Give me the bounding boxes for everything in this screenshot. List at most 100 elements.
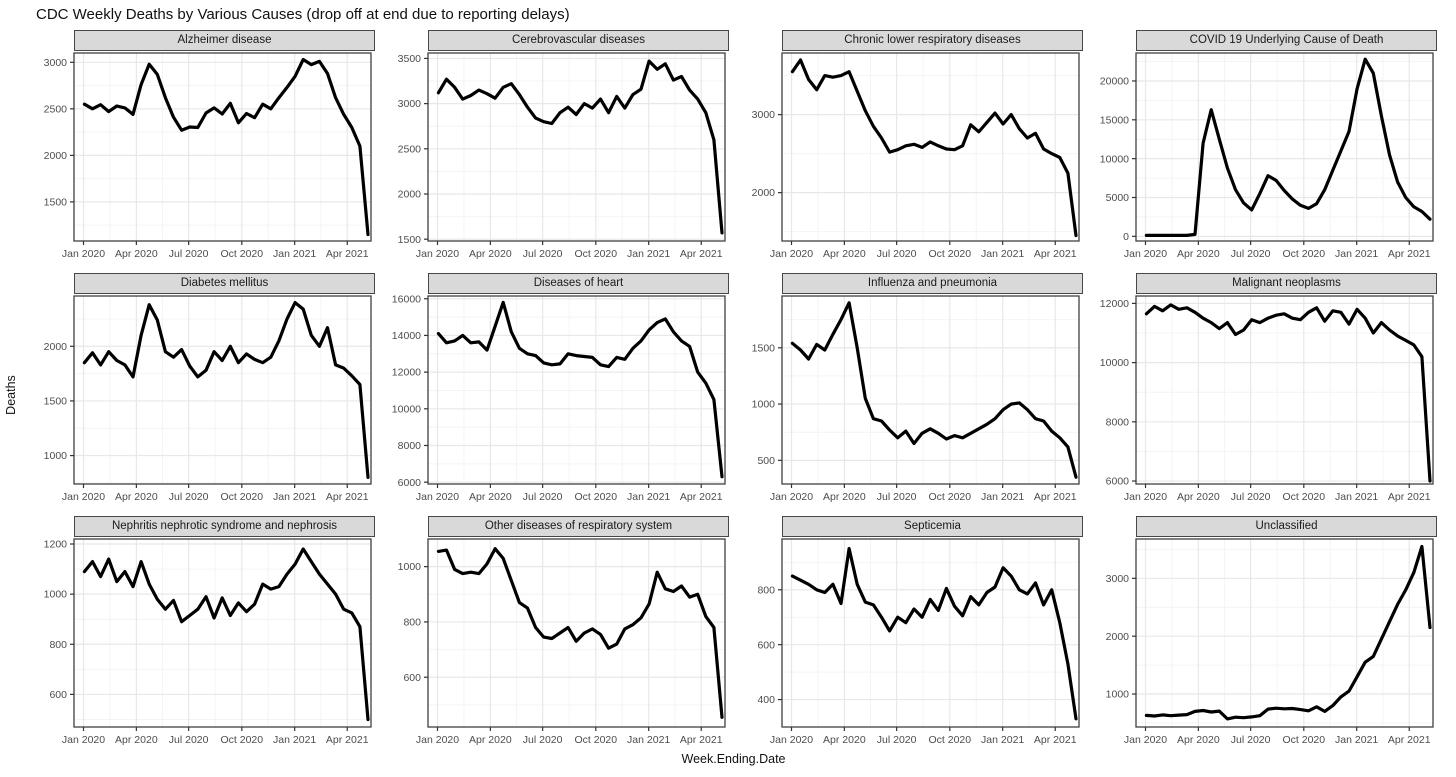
x-tick-label: Oct 2020 <box>928 491 971 503</box>
y-tick-label: 1000 <box>752 399 776 411</box>
x-tick-label: Oct 2020 <box>574 734 617 746</box>
x-tick-label: Apr 2021 <box>1388 491 1431 503</box>
facet-panel: 1000 2000 3000 Jan 2020 Apr 2020 Jul 2020 Oct … <box>1106 538 1434 746</box>
facet-panel: 600 800 1000 Jan 2020 Apr 2020 Jul 2020 Oct 20… <box>398 538 726 746</box>
x-tick-label: Jan 2020 <box>770 491 813 503</box>
x-tick-label: Oct 2020 <box>928 248 971 260</box>
x-tick-label: Apr 2020 <box>823 248 866 260</box>
deaths-series-line <box>82 547 370 722</box>
x-tick-label: Jul 2020 <box>877 734 917 746</box>
facet-strip-title: COVID 19 Underlying Cause of Death <box>1136 30 1437 51</box>
y-tick-label: 10000 <box>392 403 421 415</box>
chart-title: CDC Weekly Deaths by Various Causes (dro… <box>36 6 570 23</box>
facet-panel: 0 5000 10000 15000 20000 Jan 2020 Apr 2020 Jul … <box>1100 52 1434 260</box>
facet-panel: 400 600 800 Jan 2020 Apr 2020 Jul 2020 Oct 202… <box>757 538 1080 746</box>
y-tick-label: 14000 <box>392 330 421 342</box>
deaths-series-line <box>1144 57 1432 237</box>
facet-panel: 1500 2000 2500 3000 Jan 2020 Apr 2020 Jul 2020… <box>44 52 372 260</box>
facet-diabetes-mellitus: Diabetes mellitus 1000 1500 2000 Jan 2020 Apr… <box>30 273 375 510</box>
facet-strip-title: Unclassified <box>1136 516 1437 537</box>
y-tick-label: 2000 <box>398 189 422 201</box>
x-tick-label: Apr 2021 <box>1034 248 1077 260</box>
deaths-series-line <box>790 58 1078 238</box>
x-tick-label: Apr 2021 <box>680 734 723 746</box>
x-tick-label: Apr 2020 <box>469 734 512 746</box>
y-tick-label: 2000 <box>44 150 68 162</box>
x-tick-label: Oct 2020 <box>574 248 617 260</box>
y-tick-label: 3000 <box>398 98 422 110</box>
x-axis-label: Week.Ending.Date <box>681 752 786 766</box>
y-tick-label: 1000 <box>44 589 68 601</box>
x-tick-label: Jan 2021 <box>273 734 316 746</box>
facet-panel: 6000 8000 10000 12000 Jan 2020 Apr 2020 Jul 20… <box>1100 295 1434 503</box>
x-tick-label: Jan 2020 <box>416 734 459 746</box>
x-tick-label: Oct 2020 <box>220 491 263 503</box>
x-tick-label: Oct 2020 <box>220 248 263 260</box>
x-tick-label: Jan 2021 <box>1335 491 1378 503</box>
facet-septicemia: Septicemia 400 600 800 Jan 2020 Apr 2020 Jul 2… <box>738 516 1083 753</box>
y-axis-label: Deaths <box>4 375 18 415</box>
x-tick-label: Jan 2020 <box>62 734 105 746</box>
x-tick-label: Jan 2020 <box>62 491 105 503</box>
x-tick-label: Jan 2021 <box>627 491 670 503</box>
y-tick-label: 0 <box>1123 231 1129 243</box>
x-tick-label: Apr 2020 <box>1177 248 1220 260</box>
y-tick-label: 3000 <box>752 109 776 121</box>
facet-nephritis-nephrotic-syndrome-and-nephrosis: Nephritis nephrotic syndrome and nephros… <box>30 516 375 753</box>
y-tick-label: 1200 <box>44 539 68 551</box>
facet-strip-title: Cerebrovascular diseases <box>428 30 729 51</box>
x-tick-label: Apr 2020 <box>1177 734 1220 746</box>
x-tick-label: Apr 2020 <box>115 734 158 746</box>
y-tick-label: 2000 <box>752 187 776 199</box>
y-tick-label: 1500 <box>752 342 776 354</box>
x-tick-label: Jul 2020 <box>1231 491 1271 503</box>
facet-strip-title: Chronic lower respiratory diseases <box>782 30 1083 51</box>
deaths-series-line <box>1144 544 1432 721</box>
x-tick-label: Oct 2020 <box>1282 248 1325 260</box>
facet-chronic-lower-respiratory-diseases: Chronic lower respiratory diseases 2000 30… <box>738 30 1083 267</box>
y-tick-label: 12000 <box>1100 298 1129 310</box>
deaths-series-line <box>1144 303 1432 483</box>
facet-malignant-neoplasms: Malignant neoplasms 6000 8000 10000 12000 Jan… <box>1092 273 1437 510</box>
y-tick-label: 15000 <box>1100 114 1129 126</box>
x-tick-label: Jul 2020 <box>877 248 917 260</box>
x-tick-label: Apr 2021 <box>1034 491 1077 503</box>
y-tick-label: 3000 <box>1106 573 1130 585</box>
facet-panel: 2000 3000 Jan 2020 Apr 2020 Jul 2020 Oct 2020… <box>752 52 1080 260</box>
x-tick-label: Jan 2021 <box>1335 248 1378 260</box>
x-tick-label: Apr 2021 <box>326 248 369 260</box>
x-tick-label: Jan 2021 <box>627 248 670 260</box>
facet-panel: 1000 1500 2000 Jan 2020 Apr 2020 Jul 2020 Oct … <box>44 295 372 503</box>
y-tick-label: 600 <box>49 689 67 701</box>
x-tick-label: Apr 2021 <box>1388 734 1431 746</box>
facet-cerebrovascular-diseases: Cerebrovascular diseases 1500 2000 2500 3000… <box>384 30 729 267</box>
facet-strip-title: Influenza and pneumonia <box>782 273 1083 294</box>
y-tick-label: 500 <box>757 455 775 467</box>
x-tick-label: Apr 2020 <box>115 491 158 503</box>
facet-grid: Alzheimer disease 1500 2000 2500 3000 Jan 202… <box>30 30 1437 753</box>
x-tick-label: Jan 2020 <box>770 734 813 746</box>
x-tick-label: Apr 2020 <box>1177 491 1220 503</box>
x-tick-label: Jan 2020 <box>770 248 813 260</box>
x-tick-label: Jan 2021 <box>273 248 316 260</box>
x-tick-label: Jul 2020 <box>1231 734 1271 746</box>
facet-strip-title: Nephritis nephrotic syndrome and nephros… <box>74 516 375 537</box>
x-tick-label: Jan 2021 <box>981 248 1024 260</box>
y-tick-label: 8000 <box>1106 416 1130 428</box>
y-tick-label: 2500 <box>398 143 422 155</box>
y-tick-label: 2500 <box>44 103 68 115</box>
y-tick-label: 800 <box>49 639 67 651</box>
y-tick-label: 16000 <box>392 294 421 305</box>
y-tick-label: 1000 <box>398 561 422 573</box>
y-tick-label: 6000 <box>1106 476 1130 488</box>
y-tick-label: 1000 <box>1106 689 1130 701</box>
x-tick-label: Jul 2020 <box>169 734 209 746</box>
y-tick-label: 2000 <box>44 341 68 353</box>
y-tick-label: 600 <box>757 639 775 651</box>
facet-alzheimer-disease: Alzheimer disease 1500 2000 2500 3000 Jan 202… <box>30 30 375 267</box>
x-tick-label: Jul 2020 <box>523 734 563 746</box>
x-tick-label: Oct 2020 <box>928 734 971 746</box>
x-tick-label: Jan 2020 <box>416 248 459 260</box>
x-tick-label: Jan 2021 <box>1335 734 1378 746</box>
